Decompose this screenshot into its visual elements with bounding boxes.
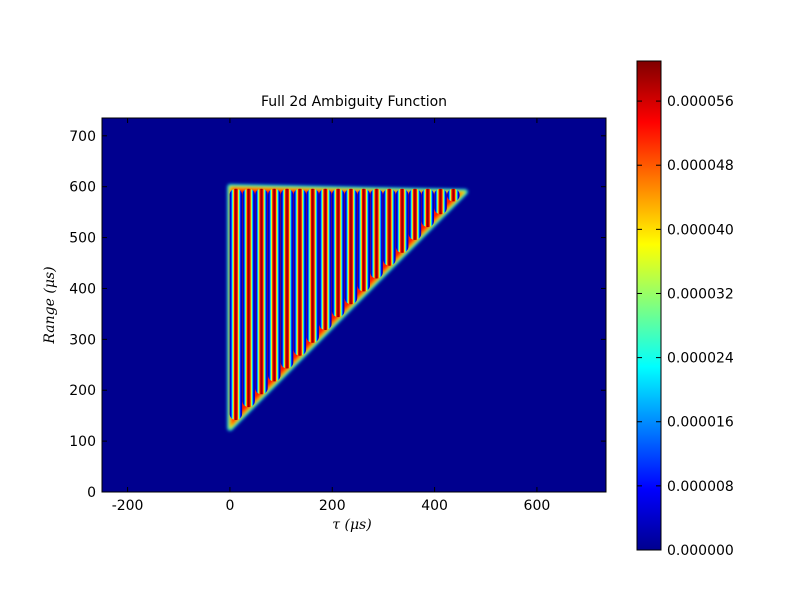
y-tick-label: 200 [69, 383, 96, 399]
x-tick-label: 0 [225, 498, 234, 514]
stripe [383, 188, 396, 266]
colorbar-tick-label: 0.000024 [667, 351, 734, 367]
x-axis: -200 0 200 400 600 [112, 118, 551, 514]
x-tick-label: 400 [421, 498, 448, 514]
y-axis: 0 100 200 300 400 500 600 700 [69, 129, 606, 501]
colorbar-tick-label: 0.000056 [667, 94, 734, 110]
stripe [319, 188, 332, 330]
stripe [447, 188, 460, 202]
y-tick-label: 600 [69, 180, 96, 196]
x-tick-label: 200 [319, 498, 346, 514]
stripe [357, 188, 370, 292]
y-tick-label: 700 [69, 129, 96, 145]
colorbar-tick-label: 0.000048 [667, 158, 734, 174]
stripe [268, 188, 281, 382]
chart-title: Full 2d Ambiguity Function [261, 94, 447, 110]
colorbar-tick-label: 0.000032 [667, 286, 734, 302]
colorbar-tick-label: 0.000000 [667, 543, 734, 559]
stripe [229, 188, 243, 420]
colorbar-tick-label: 0.000008 [667, 479, 734, 495]
colorbar: 0.000000 0.000008 0.000016 0.000024 0.000032… [636, 60, 734, 559]
colorbar-gradient [636, 60, 662, 551]
y-axis-label: Range (μs) [42, 266, 58, 344]
y-tick-label: 500 [69, 231, 96, 247]
colorbar-tick-label: 0.000016 [667, 415, 734, 431]
stripe [395, 188, 409, 253]
colorbar-tick-label: 0.000040 [667, 222, 734, 238]
x-tick-label: -200 [112, 498, 144, 514]
y-tick-label: 400 [69, 281, 96, 297]
stripe [344, 188, 358, 305]
stripe [242, 188, 255, 408]
stripe [293, 188, 307, 356]
heatmap-region [227, 184, 468, 431]
stripe [306, 188, 319, 343]
stripe [370, 188, 383, 279]
y-tick-label: 0 [87, 485, 96, 501]
plot-frame [101, 117, 607, 493]
stripe [255, 188, 268, 395]
stripe [280, 188, 294, 369]
x-tick-label: 600 [524, 498, 551, 514]
stripe [421, 188, 434, 228]
x-axis-label: τ (μs) [332, 517, 371, 533]
y-tick-label: 100 [69, 434, 96, 450]
colorbar-ticks: 0.000000 0.000008 0.000016 0.000024 0.000032… [637, 94, 734, 559]
plot-area: -200 0 200 400 600 0 100 200 300 400 500 600 700 [69, 117, 607, 514]
stripe [408, 188, 422, 240]
stripe [331, 188, 345, 318]
stripe [434, 188, 447, 215]
y-tick-label: 300 [69, 332, 96, 348]
